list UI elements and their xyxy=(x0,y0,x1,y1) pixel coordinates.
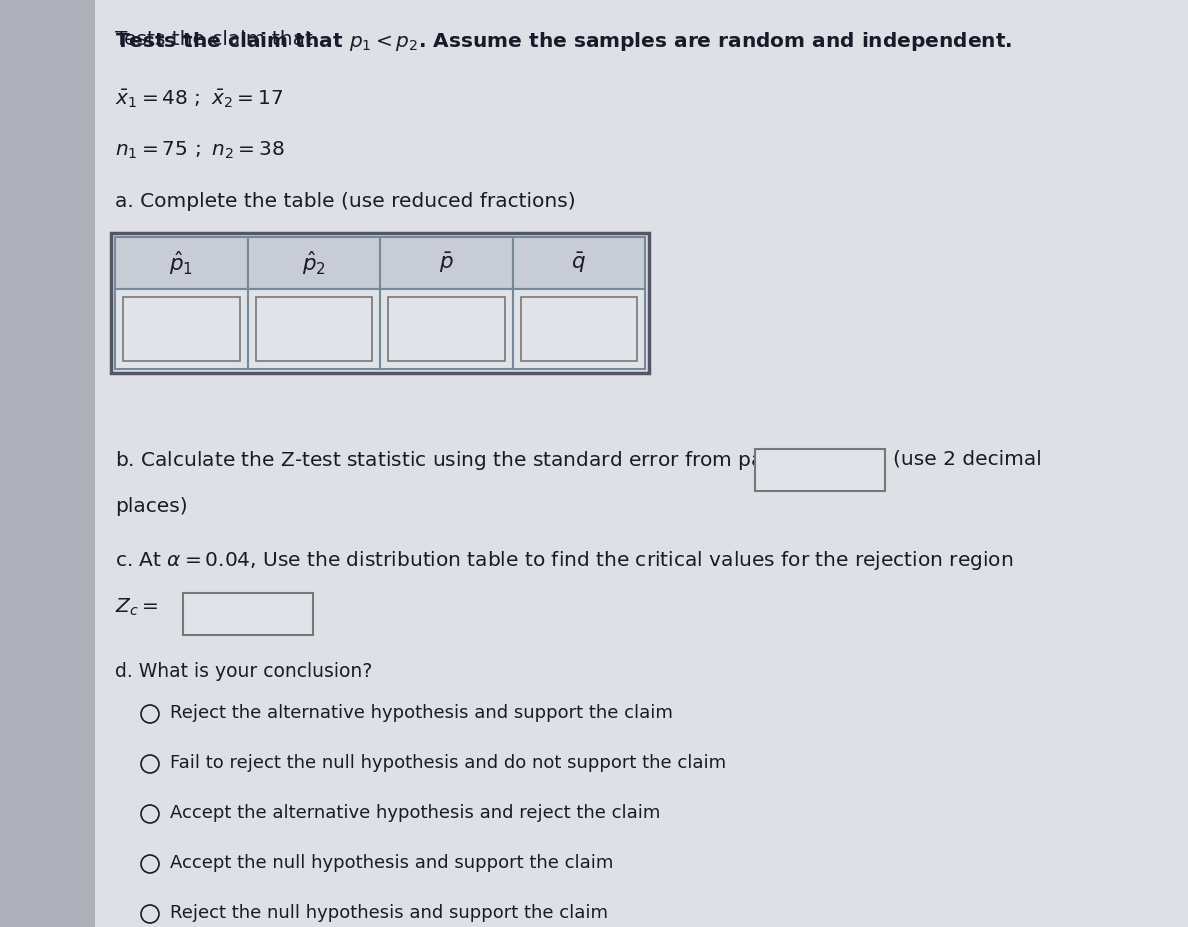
Bar xyxy=(115,237,247,289)
Text: (use 2 decimal: (use 2 decimal xyxy=(893,449,1042,468)
Bar xyxy=(756,449,885,491)
Text: $Z_c =$: $Z_c =$ xyxy=(115,597,158,618)
Text: Accept the null hypothesis and support the claim: Accept the null hypothesis and support t… xyxy=(170,854,613,872)
Text: a. Complete the table (use reduced fractions): a. Complete the table (use reduced fract… xyxy=(115,192,576,211)
Bar xyxy=(110,233,649,373)
Bar xyxy=(380,289,512,369)
Bar xyxy=(380,237,512,289)
Bar xyxy=(520,297,637,361)
Text: c. At $\alpha = 0.04$, Use the distribution table to find the critical values fo: c. At $\alpha = 0.04$, Use the distribut… xyxy=(115,549,1013,572)
Bar xyxy=(512,237,645,289)
Bar xyxy=(183,593,312,635)
Text: Accept the alternative hypothesis and reject the claim: Accept the alternative hypothesis and re… xyxy=(170,804,661,822)
Bar xyxy=(512,289,645,369)
Text: Reject the alternative hypothesis and support the claim: Reject the alternative hypothesis and su… xyxy=(170,704,672,722)
Text: Reject the null hypothesis and support the claim: Reject the null hypothesis and support t… xyxy=(170,904,608,922)
Bar xyxy=(0,0,95,927)
Text: $n_1 = 75 \ ; \ n_2 = 38$: $n_1 = 75 \ ; \ n_2 = 38$ xyxy=(115,140,285,161)
Bar xyxy=(247,289,380,369)
Bar xyxy=(124,297,240,361)
Text: Tests the claim that $p_1 < p_2$. Assume the samples are random and independent.: Tests the claim that $p_1 < p_2$. Assume… xyxy=(115,30,1012,53)
Text: $\bar{x}_1 = 48 \ ; \ \bar{x}_2 = 17$: $\bar{x}_1 = 48 \ ; \ \bar{x}_2 = 17$ xyxy=(115,88,283,110)
Bar xyxy=(255,297,372,361)
Bar xyxy=(247,237,380,289)
Text: $\bar{p}$: $\bar{p}$ xyxy=(438,251,454,275)
Text: $\hat{p}_2$: $\hat{p}_2$ xyxy=(302,249,326,277)
Text: d. What is your conclusion?: d. What is your conclusion? xyxy=(115,662,372,681)
Text: Fail to reject the null hypothesis and do not support the claim: Fail to reject the null hypothesis and d… xyxy=(170,754,726,772)
Text: b. Calculate the Z-test statistic using the standard error from part a. $Z =$: b. Calculate the Z-test statistic using … xyxy=(115,449,845,472)
Text: $\hat{p}_1$: $\hat{p}_1$ xyxy=(169,249,194,277)
Bar xyxy=(388,297,505,361)
Text: places): places) xyxy=(115,497,188,516)
Text: Tests the claim that: Tests the claim that xyxy=(115,30,320,49)
Bar xyxy=(115,289,247,369)
Text: $\bar{q}$: $\bar{q}$ xyxy=(571,251,586,275)
